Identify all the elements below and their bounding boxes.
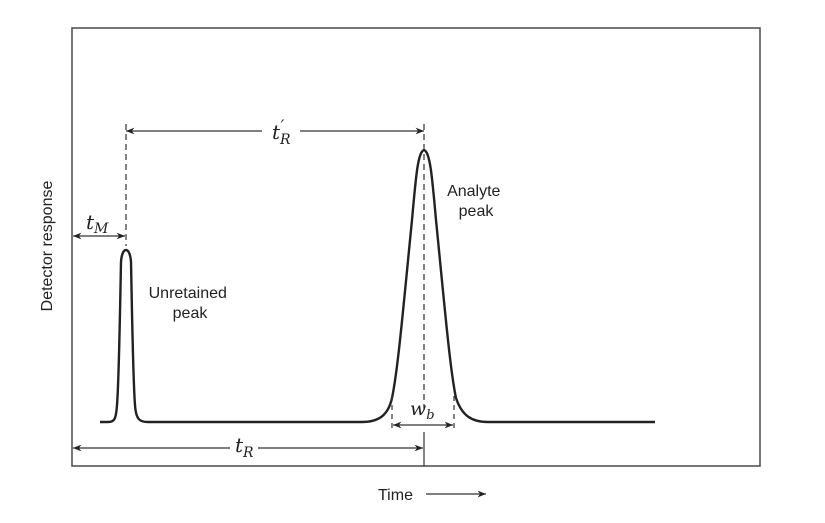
plot-frame [71, 27, 761, 467]
unretained-peak-label: Unretained peak [149, 285, 232, 322]
tM-label: tM [86, 210, 109, 237]
y-axis-label: Detector response [39, 181, 56, 312]
x-axis-label: Time [378, 487, 413, 504]
analyte-peak-label: Analyte peak [447, 183, 505, 220]
wb-label: wb [410, 398, 435, 423]
chromatogram-trace [100, 148, 655, 424]
tR-prime-label: tR′ [272, 116, 291, 148]
tR-label: tR [235, 433, 254, 461]
